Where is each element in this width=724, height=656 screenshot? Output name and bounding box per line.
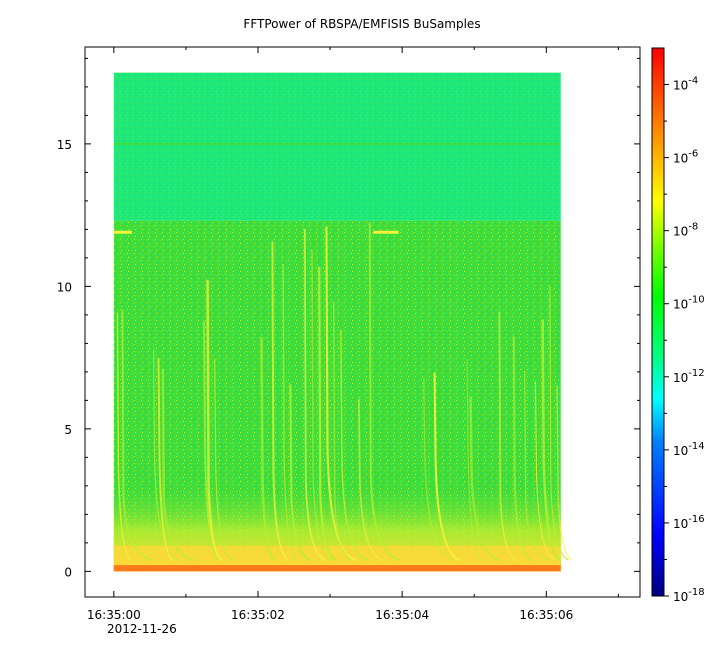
colorbar-tick-label: 10-8 <box>673 222 698 239</box>
whistler-streak <box>282 264 298 561</box>
y-tick-label: 0 <box>64 565 72 579</box>
colorbar-tick-label: 10-4 <box>673 76 698 93</box>
x-date-label: 2012-11-26 <box>107 622 177 636</box>
chart-title: FFTPower of RBSPA/EMFISIS BuSamples <box>243 17 481 31</box>
whistler-streak <box>311 249 333 561</box>
y-tick-label: 15 <box>57 138 72 152</box>
x-tick-label: 16:35:04 <box>375 608 429 622</box>
whistler-streak <box>325 226 357 562</box>
whistler-streak <box>556 385 573 561</box>
bottom-line <box>113 565 561 572</box>
x-tick-label: 16:35:06 <box>519 608 573 622</box>
whistler-streak <box>318 266 337 561</box>
whistler-streak <box>152 349 179 561</box>
whistler-streak <box>116 312 132 561</box>
y-tick-label: 5 <box>64 423 72 437</box>
x-tick-label: 16:35:00 <box>87 608 141 622</box>
whistler-streak <box>524 370 550 561</box>
whistler-streak <box>161 368 195 562</box>
whistler-streak <box>121 309 153 561</box>
whistler-streak <box>157 358 174 561</box>
whistler-streak <box>433 372 461 561</box>
colorbar-tick-label: 10-12 <box>673 368 705 385</box>
x-axis: 16:35:00 16:35:02 16:35:04 16:35:06 <box>87 47 619 622</box>
whistler-streak <box>423 377 455 561</box>
whistler-streak <box>271 241 289 561</box>
whistler-streak <box>358 399 383 561</box>
colorbar-axis: 10-18 10-16 10-14 10-12 10-10 10-8 10-6 10-4 <box>664 76 705 604</box>
whistler-streak <box>368 222 400 561</box>
colorbar-tick-label: 10-6 <box>673 149 698 166</box>
whistler-streak <box>541 319 562 562</box>
colorbar-tick-label: 10-16 <box>673 514 705 531</box>
colorbar-tick-label: 10-10 <box>673 295 705 312</box>
whistler-streak <box>498 311 517 561</box>
whistler-streak <box>332 300 352 561</box>
whistler-streak <box>512 336 532 562</box>
whistler-streak <box>469 396 500 562</box>
whistler-streak <box>214 358 234 561</box>
whistler-streak <box>260 337 275 562</box>
whistler-streak <box>466 359 482 561</box>
whistler-streak <box>534 380 556 561</box>
colorbar-tick-label: 10-18 <box>673 587 705 604</box>
spectrogram-image <box>113 72 573 572</box>
whistler-streak <box>289 384 311 561</box>
y-tick-label: 10 <box>57 280 72 294</box>
band-upper <box>113 72 561 221</box>
whistler-streak <box>340 329 368 561</box>
x-tick-label: 16:35:02 <box>231 608 285 622</box>
colorbar <box>651 47 665 597</box>
whistler-streak <box>303 228 326 561</box>
whistler-streak <box>203 320 220 561</box>
whistler-streak <box>549 285 569 561</box>
y-axis: 0 5 10 15 <box>57 57 640 579</box>
whistler-streak <box>206 279 223 562</box>
colorbar-tick-label: 10-14 <box>673 441 705 458</box>
